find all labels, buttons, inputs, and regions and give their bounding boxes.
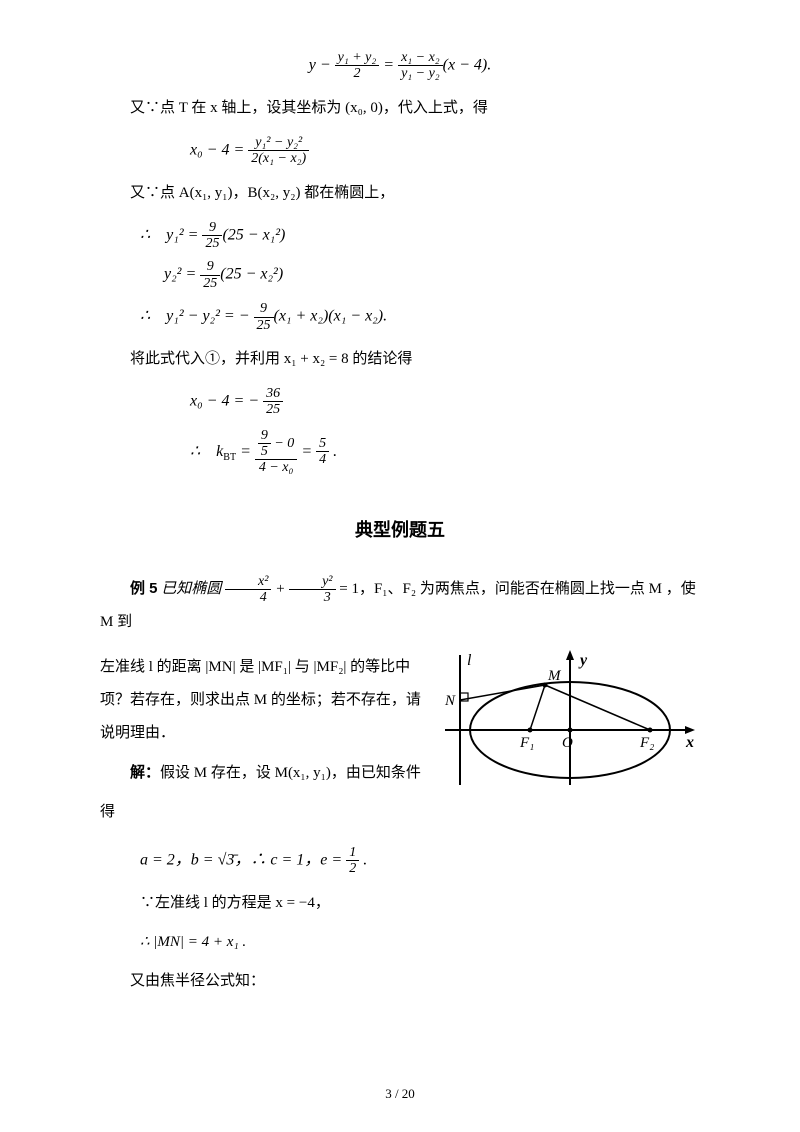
equation-3a: ∴ y₁² = 925(25 − x₁²) — [100, 220, 700, 252]
svg-text:F₁: F₁ — [519, 735, 534, 751]
svg-text:M: M — [547, 668, 562, 684]
svg-text:x: x — [685, 734, 694, 751]
page-footer: 3 / 20 — [0, 1086, 800, 1102]
paragraph-1: 又∵点 T 在 x 轴上，设其坐标为 (x₀, 0)，代入上式，得 — [100, 92, 700, 125]
ellipse-figure: l y x N M F₁ O F₂ — [440, 645, 700, 795]
equation-2: x₀ − 4 = y₁² − y₂²2(x₁ − x₂) — [100, 135, 700, 167]
solution-eq-1: a = 2，b = √3̄，∴ c = 1，e = 12 . — [100, 845, 700, 877]
solution-line-2: ∵左准线 l 的方程是 x = −4， — [100, 887, 700, 920]
svg-text:l: l — [467, 652, 472, 669]
example-5-problem: 例 5 已知椭圆 x²4 + y²3 = 1，F₁、F₂ 为两焦点，问能否在椭圆… — [100, 572, 700, 639]
equation-4: x₀ − 4 = − 3625 — [100, 386, 700, 418]
svg-text:O: O — [562, 735, 573, 751]
solution-line-4: 又由焦半径公式知： — [100, 965, 700, 998]
solution-line-3: ∴ |MN| = 4 + x₁ . — [100, 926, 700, 959]
equation-5: ∴ kBT = 95 − 04 − x₀ = 54 . — [100, 428, 700, 476]
solution-line-1b: 得 — [100, 796, 700, 829]
svg-text:F₂: F₂ — [639, 735, 654, 751]
section-heading: 典型例题五 — [100, 516, 700, 542]
equation-3b: y₂² = 925(25 − x₂²) — [100, 259, 700, 291]
svg-text:y: y — [578, 652, 588, 669]
equation-3c: ∴ y₁² − y₂² = − 925(x₁ + x₂)(x₁ − x₂). — [100, 301, 700, 333]
svg-text:N: N — [444, 693, 456, 709]
equation-1: y − y₁ + y₂2 = x₁ − x₂y₁ − y₂(x − 4). — [100, 50, 700, 82]
paragraph-2: 又∵点 A(x₁, y₁)，B(x₂, y₂) 都在椭圆上， — [100, 177, 700, 210]
paragraph-3: 将此式代入①，并利用 x₁ + x₂ = 8 的结论得 — [100, 343, 700, 376]
